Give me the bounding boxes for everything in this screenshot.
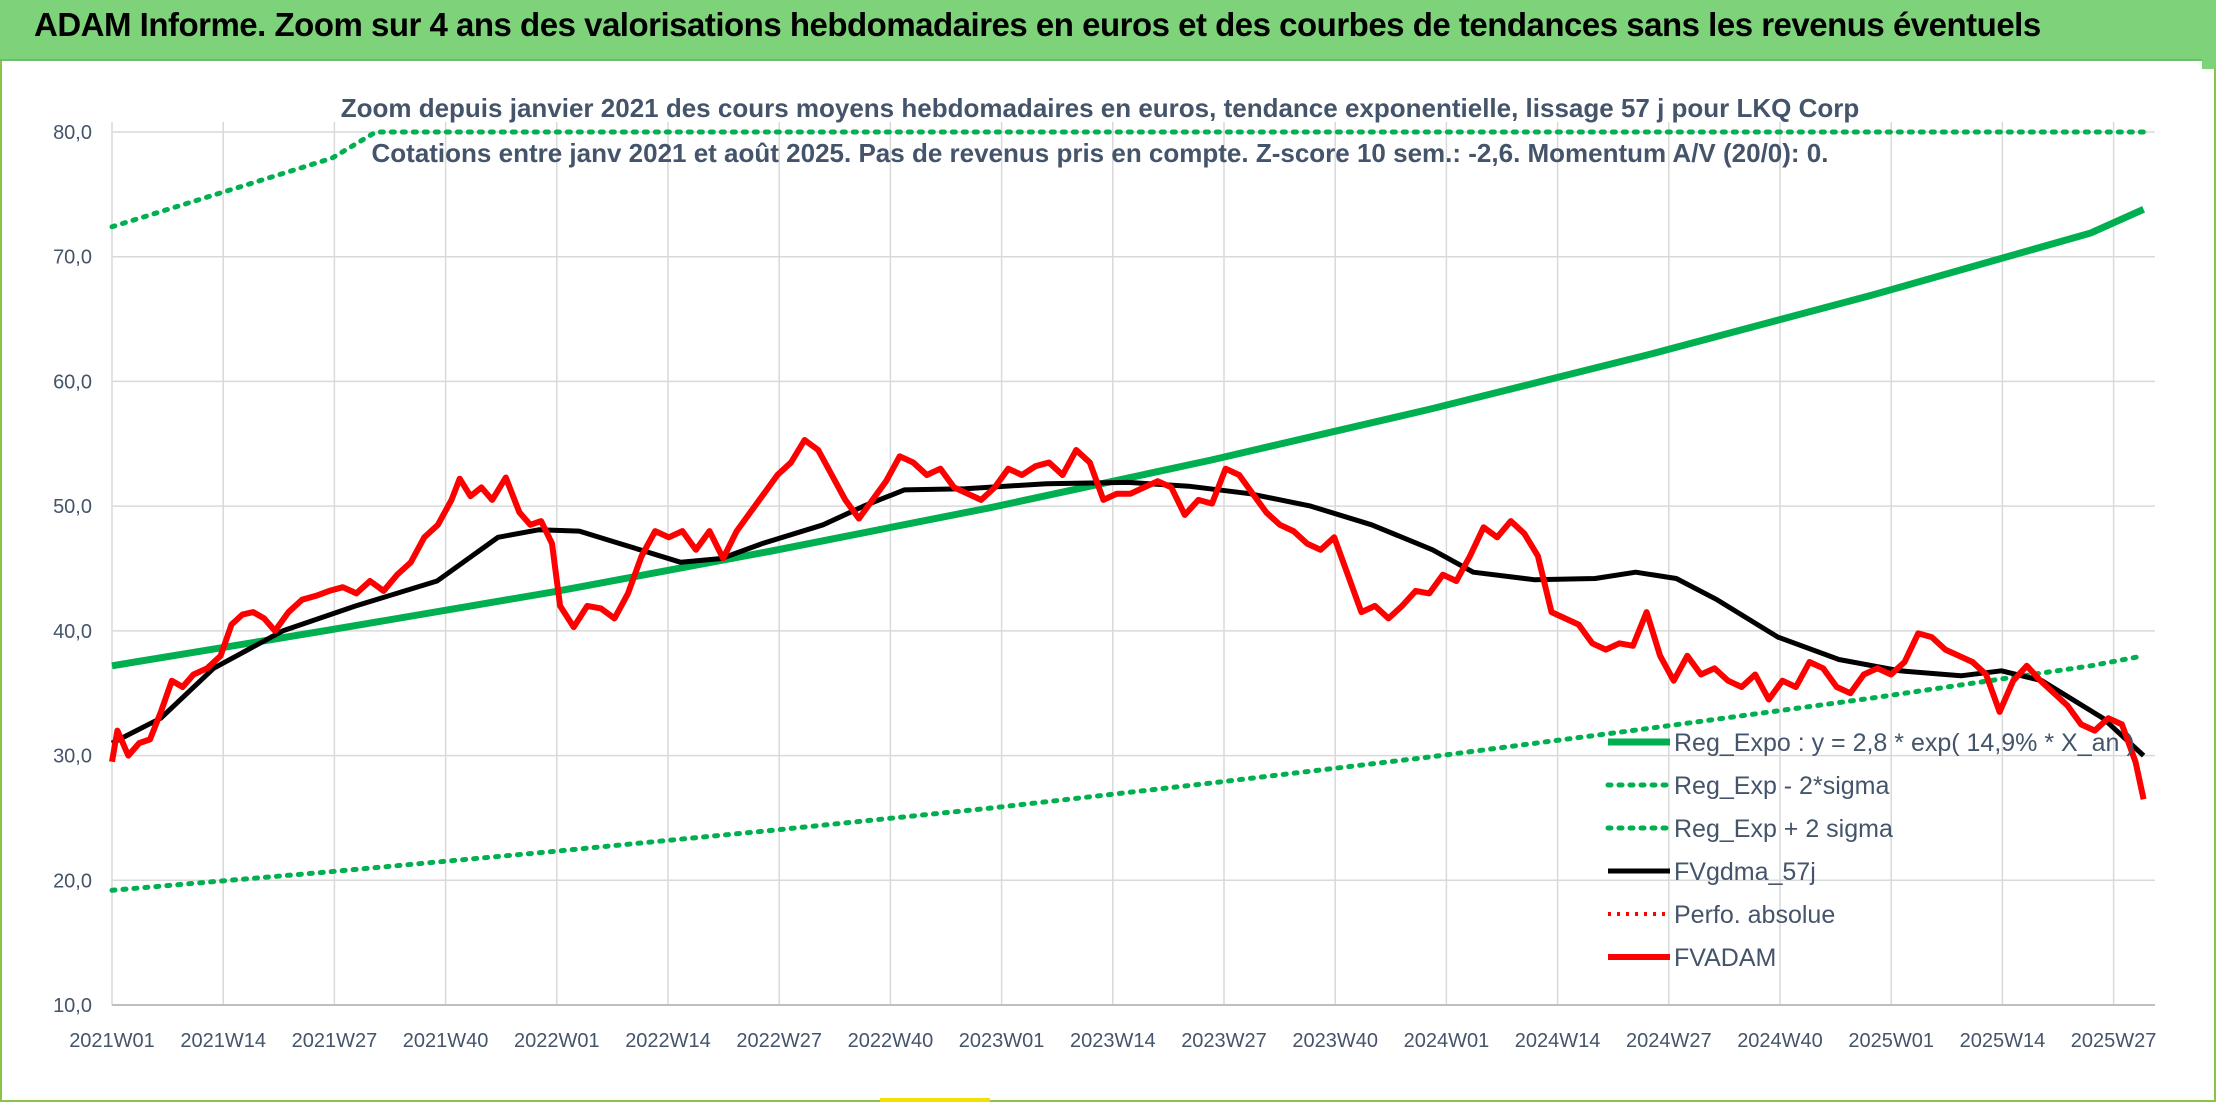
series-line: [111, 206, 2146, 670]
legend-label: Reg_Exp + 2 sigma: [1674, 815, 1893, 843]
x-tick-label: 2025W27: [2071, 1030, 2157, 1052]
series-line: [110, 479, 2146, 758]
x-tick-label: 2023W01: [959, 1030, 1045, 1052]
x-tick-label: 2021W01: [69, 1030, 155, 1052]
x-tick-label: 2022W40: [848, 1030, 934, 1052]
x-tick-label: 2023W40: [1292, 1030, 1378, 1052]
x-tick-label: 2022W01: [514, 1030, 600, 1052]
series-line: [109, 129, 2147, 230]
x-axis-ticks: 2021W01 2021W14 2021W27 2021W40 2022W01 2022W…: [69, 1030, 2156, 1052]
legend-label: Reg_Expo : y = 2,8 * exp( 14,9% * X_an ): [1674, 729, 2135, 757]
y-tick-label: 40,0: [53, 621, 92, 643]
x-tick-label: 2025W01: [1848, 1030, 1934, 1052]
title-banner: ADAM Informe. Zoom sur 4 ans des valoris…: [0, 0, 2216, 61]
x-tick-label: 2021W14: [180, 1030, 266, 1052]
banner-corner: [2202, 59, 2216, 69]
y-tick-label: 80,0: [53, 122, 92, 144]
x-tick-label: 2023W14: [1070, 1030, 1156, 1052]
x-tick-label: 2021W40: [403, 1030, 489, 1052]
x-tick-label: 2021W27: [292, 1030, 378, 1052]
page-title: ADAM Informe. Zoom sur 4 ans des valoris…: [34, 6, 2041, 43]
chart-subtitle-2: Cotations entre janv 2021 et août 2025. …: [372, 138, 1829, 168]
y-tick-label: 70,0: [53, 247, 92, 269]
chart-legend: Reg_Expo : y = 2,8 * exp( 14,9% * X_an )…: [1605, 729, 2135, 972]
legend-label: Reg_Exp - 2*sigma: [1674, 772, 1889, 800]
legend-label: FVgdma_57j: [1674, 858, 1816, 886]
chart-series: [109, 129, 2147, 893]
x-tick-label: 2023W27: [1181, 1030, 1267, 1052]
x-tick-label: 2022W27: [736, 1030, 822, 1052]
x-tick-label: 2024W27: [1626, 1030, 1712, 1052]
y-axis-ticks: 10,0 20,0 30,0 40,0 50,0 60,0 70,0 80,0: [53, 122, 92, 1017]
y-tick-label: 30,0: [53, 746, 92, 768]
x-tick-label: 2024W14: [1515, 1030, 1601, 1052]
gridlines: [111, 122, 2155, 1006]
x-tick-label: 2025W14: [1960, 1030, 2046, 1052]
chart-subtitle-1: Zoom depuis janvier 2021 des cours moyen…: [341, 93, 1860, 123]
y-tick-label: 50,0: [53, 496, 92, 518]
y-tick-label: 10,0: [53, 995, 92, 1017]
x-tick-label: 2022W14: [625, 1030, 711, 1052]
bottom-accent: [880, 1098, 990, 1102]
x-tick-label: 2024W40: [1737, 1030, 1823, 1052]
series-line: [109, 437, 2147, 800]
legend-label: FVADAM: [1674, 944, 1776, 972]
legend-label: Perfo. absolue: [1674, 901, 1835, 929]
x-tick-label: 2024W01: [1404, 1030, 1490, 1052]
series-line: [109, 653, 2147, 893]
y-tick-label: 20,0: [53, 870, 92, 892]
y-tick-label: 60,0: [53, 371, 92, 393]
